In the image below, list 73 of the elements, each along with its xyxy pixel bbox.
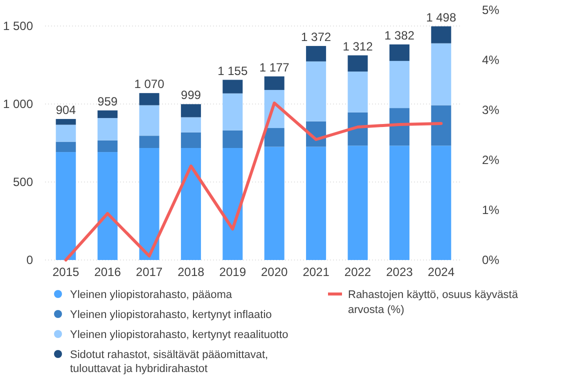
total-label: 1 177 [259, 60, 290, 74]
x-tick-label: 2016 [94, 265, 122, 279]
y-tick-label: 500 [12, 175, 34, 189]
x-tick-label: 2015 [52, 265, 80, 279]
bar [348, 146, 368, 260]
y-tick-label: 1 500 [2, 19, 34, 33]
y-tick-label: 0 [26, 253, 34, 267]
bar [264, 76, 284, 90]
total-label: 999 [180, 88, 202, 102]
bar [222, 80, 243, 94]
x-tick-label: 2021 [302, 265, 330, 279]
total-label: 1 372 [301, 30, 332, 44]
bar [348, 72, 368, 112]
x-tick-label: 2019 [219, 265, 246, 279]
bar [306, 61, 326, 122]
total-label: 1 312 [342, 39, 374, 54]
bar [389, 146, 410, 260]
bar [139, 105, 160, 136]
bar [98, 140, 118, 152]
bar [306, 46, 326, 62]
total-label: 904 [56, 102, 76, 117]
bar [180, 148, 201, 260]
total-label: 1 155 [218, 64, 248, 78]
legend-label: Yleinen yliopistorahasto, kertynyt reaalituotto [70, 329, 288, 341]
bar [348, 55, 368, 72]
y2-tick-label: 1% [482, 203, 500, 217]
bar [139, 136, 160, 148]
bar [431, 105, 452, 146]
bar [98, 118, 118, 140]
bar [389, 108, 410, 146]
bar [264, 128, 284, 147]
bar [389, 60, 410, 108]
bar [222, 148, 243, 260]
bar [180, 117, 201, 132]
bar [139, 93, 160, 106]
bar [180, 104, 201, 118]
x-tick-label: 2020 [261, 265, 288, 279]
legend-label: Yleinen yliopistorahasto, kertynyt inflaatio [70, 309, 272, 321]
bar [431, 43, 452, 106]
bar [306, 146, 326, 260]
x-tick-label: 2017 [136, 265, 163, 279]
x-tick-label: 2024 [428, 265, 455, 279]
bar [98, 110, 118, 118]
bar [56, 152, 76, 260]
x-tick-label: 2023 [386, 265, 414, 279]
bar [139, 148, 160, 260]
x-tick-label: 2018 [178, 265, 205, 279]
legend-label: Rahastojen käyttö, osuus käyvästä arvosta (%) [348, 289, 519, 316]
bar [180, 132, 201, 148]
bar [431, 146, 452, 260]
total-label: 1 498 [426, 10, 456, 24]
bar [56, 124, 76, 142]
y2-tick-label: 0% [482, 253, 500, 267]
bar [222, 93, 243, 130]
bar [264, 146, 284, 260]
bar [98, 152, 118, 260]
legend-label: Sidotut rahastot, sisältävät pääomittavat, tulouttavat ja hybridirahastot [70, 349, 268, 375]
y2-tick-label: 5% [482, 3, 500, 17]
y2-tick-label: 2% [482, 153, 500, 167]
x-tick-label: 2022 [344, 265, 372, 279]
bar [56, 118, 76, 125]
legend-label: Yleinen yliopistorahasto, pääoma [70, 289, 233, 301]
y-tick-label: 1 000 [2, 97, 34, 111]
bar [348, 112, 368, 146]
total-label: 1 382 [384, 28, 415, 42]
total-label: 1 070 [134, 77, 165, 92]
bar [56, 142, 76, 152]
bar [389, 44, 410, 61]
bar [222, 130, 243, 148]
total-label: 959 [98, 94, 118, 108]
y2-tick-label: 3% [482, 103, 500, 117]
bar [431, 26, 452, 44]
y2-tick-label: 4% [482, 53, 500, 67]
